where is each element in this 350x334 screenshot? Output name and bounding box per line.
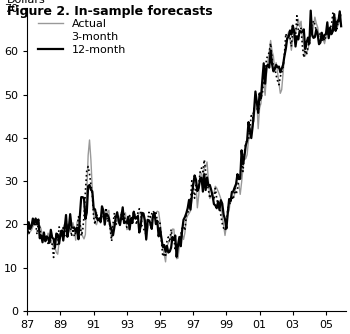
3-month bbox=[331, 11, 335, 15]
Actual bbox=[25, 228, 29, 232]
12-month bbox=[175, 255, 179, 259]
Actual bbox=[230, 194, 234, 198]
Actual bbox=[274, 61, 278, 65]
3-month bbox=[107, 216, 111, 220]
3-month bbox=[339, 17, 343, 21]
12-month bbox=[295, 34, 299, 38]
12-month bbox=[25, 230, 29, 234]
Legend: Actual, 3-month, 12-month: Actual, 3-month, 12-month bbox=[36, 17, 128, 57]
12-month bbox=[309, 9, 313, 13]
12-month bbox=[104, 212, 108, 216]
3-month bbox=[51, 256, 56, 260]
12-month bbox=[260, 78, 265, 82]
3-month bbox=[105, 220, 110, 224]
3-month bbox=[230, 194, 234, 198]
3-month bbox=[260, 93, 265, 97]
12-month bbox=[105, 213, 110, 217]
12-month bbox=[274, 63, 278, 67]
Actual bbox=[260, 84, 265, 88]
3-month bbox=[274, 73, 278, 77]
3-month bbox=[25, 220, 29, 224]
Line: Actual: Actual bbox=[27, 15, 341, 262]
Text: Dollars: Dollars bbox=[7, 0, 46, 5]
Actual bbox=[339, 13, 343, 17]
12-month bbox=[230, 190, 234, 194]
12-month bbox=[339, 24, 343, 28]
3-month bbox=[295, 14, 299, 18]
Line: 3-month: 3-month bbox=[27, 13, 341, 258]
Actual bbox=[163, 260, 168, 264]
Text: Figure 2. In-sample forecasts: Figure 2. In-sample forecasts bbox=[7, 5, 213, 18]
Actual bbox=[104, 208, 108, 212]
Actual bbox=[105, 211, 110, 215]
Actual bbox=[295, 24, 299, 28]
Line: 12-month: 12-month bbox=[27, 11, 341, 257]
